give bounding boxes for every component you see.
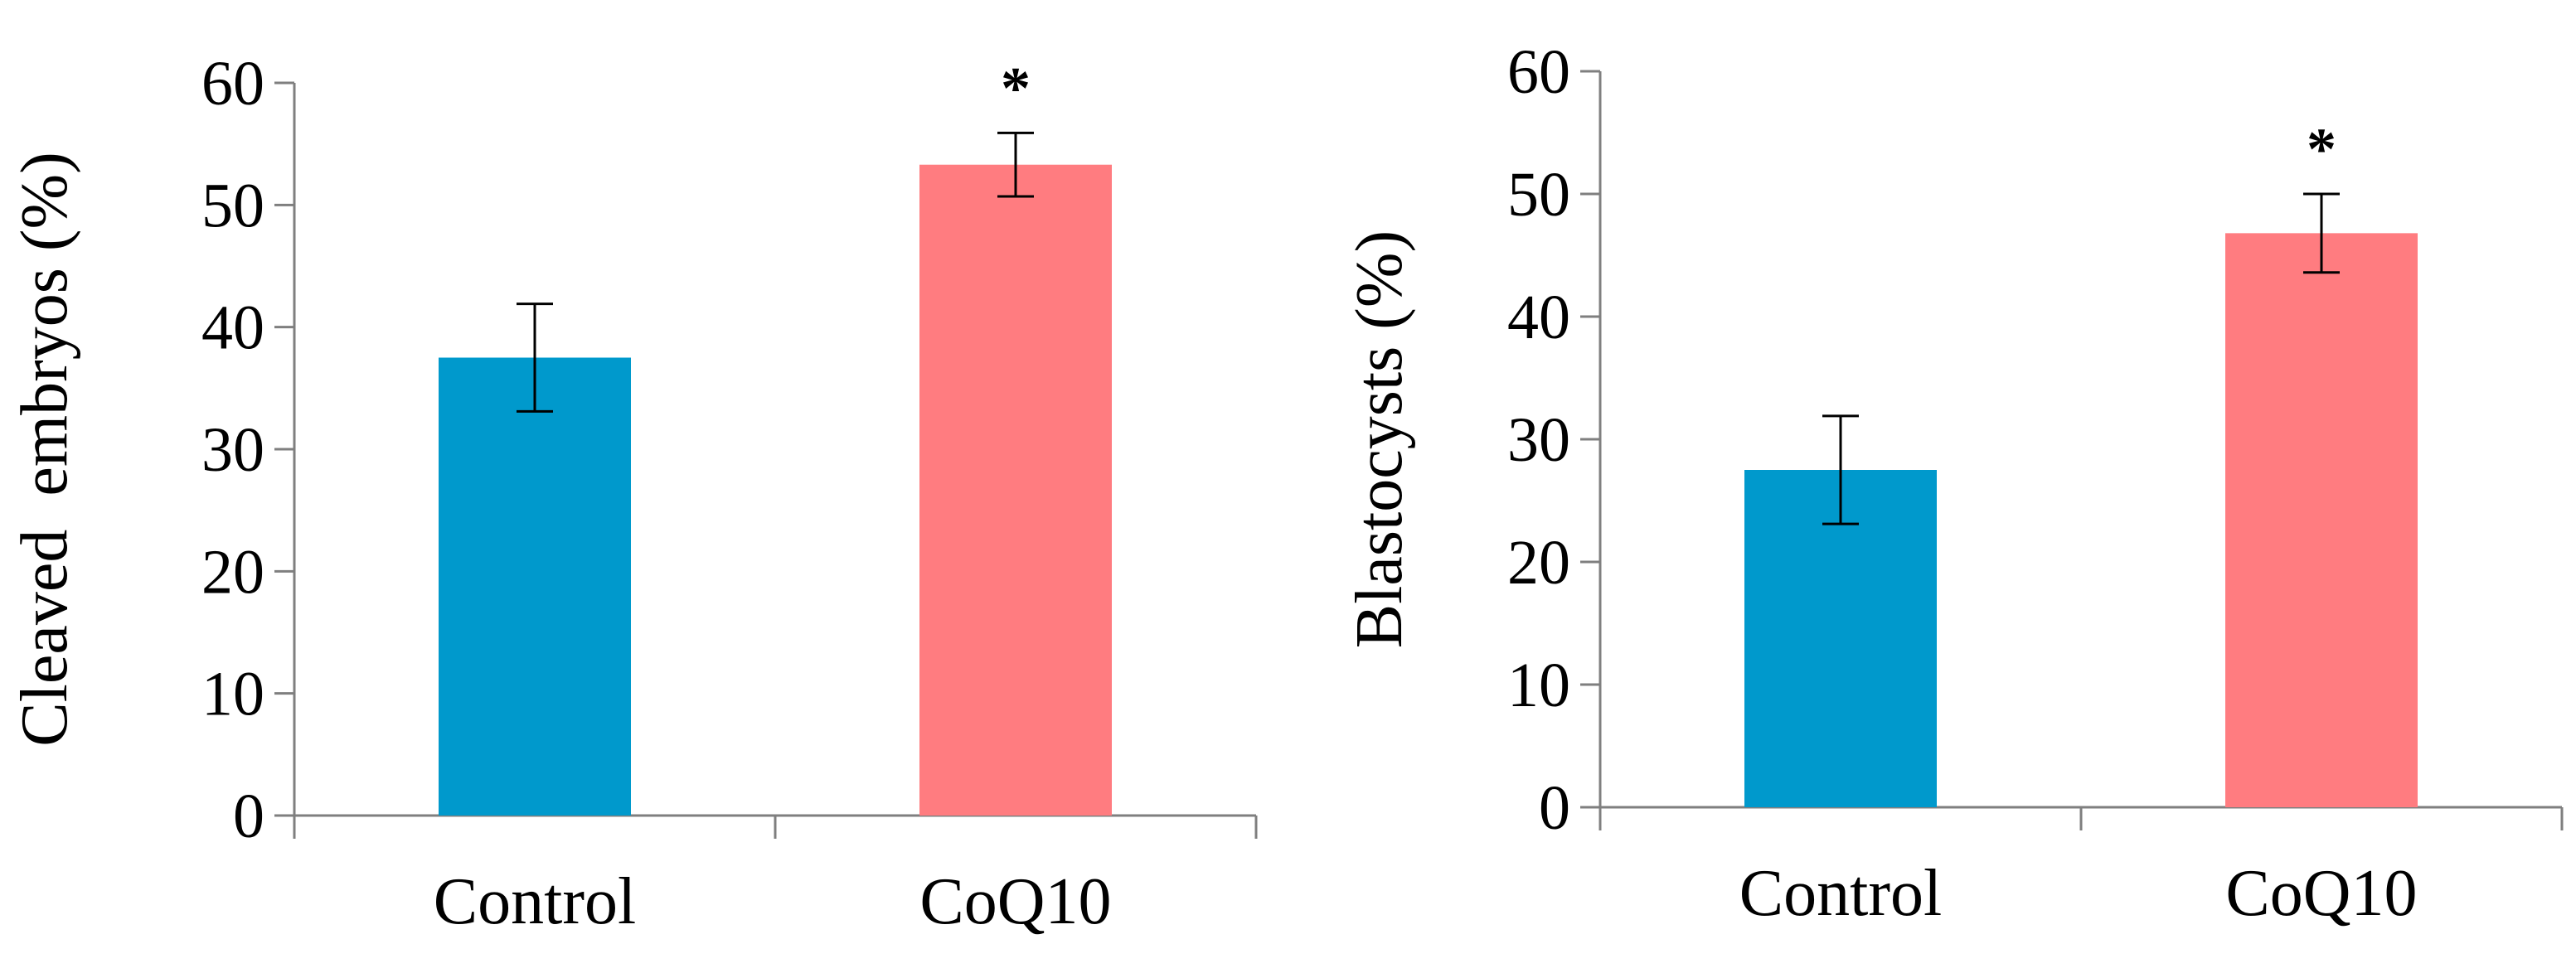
significance-marker: * <box>2307 116 2336 182</box>
y-tick-label: 30 <box>1507 405 1570 475</box>
y-tick-label: 60 <box>201 49 264 119</box>
x-category-label: CoQ10 <box>919 865 1111 938</box>
y-tick-label: 30 <box>201 415 264 485</box>
y-axis-title: Cleaved embryos (%) <box>8 152 81 747</box>
bar-coq10 <box>919 164 1112 816</box>
y-tick-label: 10 <box>201 660 264 729</box>
y-tick-label: 20 <box>1507 528 1570 598</box>
y-tick-label: 60 <box>1507 37 1570 107</box>
y-tick-label: 20 <box>201 537 264 607</box>
x-category-label: Control <box>1739 857 1942 930</box>
x-category-label: Control <box>434 865 636 938</box>
bar-control <box>1744 470 1937 807</box>
y-axis-title: Blastocysts (%) <box>1343 230 1416 648</box>
y-tick-label: 40 <box>1507 283 1570 352</box>
chart-cleaved-embryos: 0 10 20 30 40 50 60 Control * CoQ10 Cleaved embryo… <box>8 49 1258 938</box>
y-tick-label: 50 <box>201 171 264 240</box>
bar-coq10 <box>2225 233 2418 807</box>
y-tick-label: 0 <box>1539 773 1570 843</box>
y-tick-label: 40 <box>201 293 264 363</box>
y-tick-label: 50 <box>1507 160 1570 230</box>
bar-control <box>439 357 631 816</box>
chart-blastocysts: 0 10 20 30 40 50 60 Control * CoQ10 Blastocysts (%… <box>1343 37 2564 930</box>
y-tick-label: 0 <box>233 782 264 851</box>
significance-marker: * <box>1001 55 1031 121</box>
x-category-label: CoQ10 <box>2225 857 2417 930</box>
y-tick-label: 10 <box>1507 651 1570 720</box>
